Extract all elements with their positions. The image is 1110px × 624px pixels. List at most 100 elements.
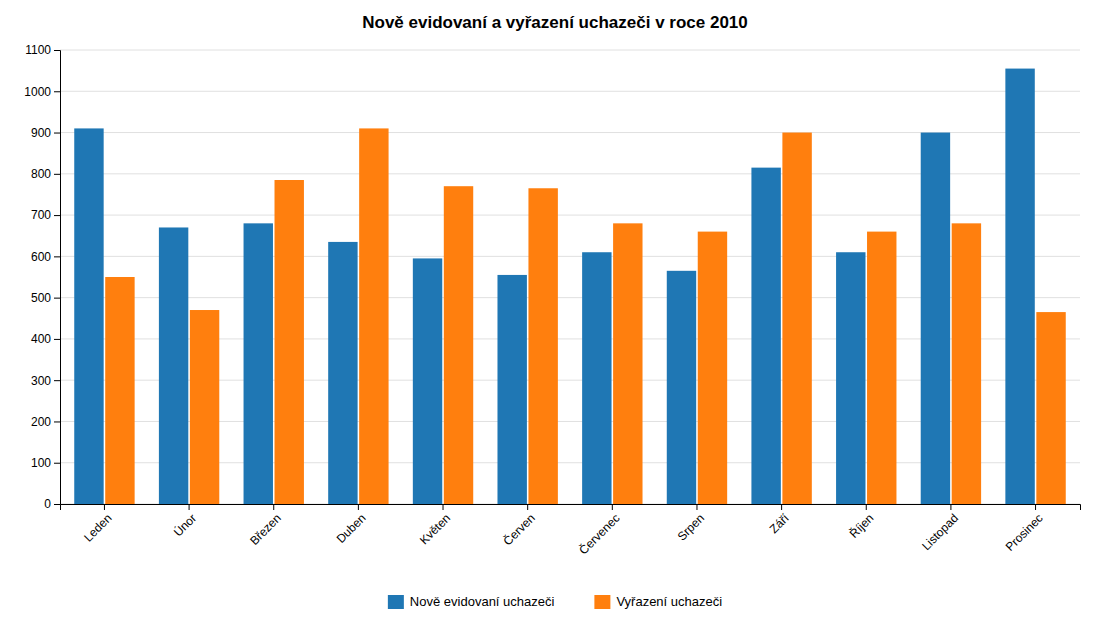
bar bbox=[159, 227, 188, 504]
y-axis-line bbox=[54, 51, 61, 505]
legend-item: Nově evidovaní uchazeči bbox=[388, 594, 555, 609]
y-tick-label: 600 bbox=[31, 250, 51, 264]
bar bbox=[359, 128, 388, 504]
bar bbox=[867, 232, 896, 504]
bar bbox=[582, 252, 611, 504]
bar bbox=[921, 133, 950, 504]
y-tick-mark bbox=[54, 339, 60, 340]
x-tick: Červen bbox=[500, 504, 538, 548]
x-tick-label: Leden bbox=[81, 511, 114, 544]
series bbox=[105, 128, 1066, 504]
grid bbox=[60, 50, 1080, 504]
y-tick-mark bbox=[54, 380, 60, 381]
y-tick-label: 400 bbox=[31, 332, 51, 346]
x-axis-line bbox=[61, 505, 1081, 511]
bar bbox=[667, 271, 696, 504]
chart: Nově evidovaní a vyřazení uchazeči v roc… bbox=[0, 0, 1110, 624]
y-tick: 200 bbox=[31, 415, 60, 429]
y-tick: 1000 bbox=[24, 85, 60, 99]
y-tick-mark bbox=[54, 504, 60, 505]
x-tick-mark bbox=[866, 504, 867, 510]
y-tick: 600 bbox=[31, 250, 60, 264]
y-tick-mark bbox=[54, 421, 60, 422]
x-tick-mark bbox=[612, 504, 613, 510]
x-tick-label: Říjen bbox=[846, 510, 876, 540]
y-tick-label: 200 bbox=[31, 415, 51, 429]
x-tick-mark bbox=[950, 504, 951, 510]
x-axis: Leden Únor Březen Duben Květen Červen Červenec… bbox=[61, 504, 1081, 557]
x-tick: Červenec bbox=[576, 504, 623, 557]
y-tick: 400 bbox=[31, 332, 60, 346]
y-tick-mark bbox=[54, 256, 60, 257]
legend-label: Vyřazení uchazeči bbox=[616, 594, 722, 609]
y-tick-label: 0 bbox=[44, 497, 51, 511]
y-tick-label: 100 bbox=[31, 456, 51, 470]
bars bbox=[74, 69, 1066, 504]
y-tick-mark bbox=[54, 463, 60, 464]
x-tick: Listopad bbox=[919, 504, 961, 553]
y-tick: 500 bbox=[31, 291, 60, 305]
x-tick-mark bbox=[781, 504, 782, 510]
x-tick-label: Prosinec bbox=[1003, 511, 1046, 554]
bar bbox=[952, 223, 981, 504]
grid-line bbox=[60, 91, 1080, 92]
x-tick-label: Červenec bbox=[576, 510, 623, 557]
y-axis: 0 100 200 300 400 500 600 700 800 900 1000 1100 bbox=[24, 43, 60, 511]
x-tick: Leden bbox=[81, 504, 114, 545]
bar bbox=[497, 275, 526, 504]
x-tick: Září bbox=[767, 504, 792, 536]
x-tick: Březen bbox=[247, 504, 284, 548]
x-tick: Květen bbox=[417, 504, 453, 547]
x-tick-label: Červen bbox=[500, 510, 538, 548]
x-tick-label: Květen bbox=[417, 511, 453, 547]
x-tick: Srpen bbox=[675, 504, 708, 544]
x-tick: Duben bbox=[334, 504, 369, 546]
y-tick-mark bbox=[54, 50, 60, 51]
bar bbox=[836, 252, 865, 504]
y-tick: 300 bbox=[31, 374, 60, 388]
y-tick-label: 700 bbox=[31, 208, 51, 222]
legend: Nově evidovaní uchazeči Vyřazení uchazeči bbox=[388, 594, 722, 609]
x-tick-mark bbox=[189, 504, 190, 510]
y-tick: 100 bbox=[31, 456, 60, 470]
grid-line bbox=[60, 50, 1080, 51]
legend-swatch bbox=[388, 595, 404, 609]
bar bbox=[444, 186, 473, 504]
y-tick: 700 bbox=[31, 208, 60, 222]
bar bbox=[698, 232, 727, 504]
y-tick-label: 500 bbox=[31, 291, 51, 305]
y-tick-mark bbox=[54, 298, 60, 299]
y-tick: 1100 bbox=[25, 43, 60, 57]
y-tick-mark bbox=[54, 133, 60, 134]
y-tick-label: 900 bbox=[31, 126, 51, 140]
y-tick-mark bbox=[54, 174, 60, 175]
bar bbox=[105, 277, 134, 504]
legend-swatch bbox=[594, 595, 610, 609]
bar bbox=[1005, 69, 1034, 504]
bar bbox=[328, 242, 357, 504]
x-tick-label: Duben bbox=[334, 511, 369, 546]
bar bbox=[528, 188, 557, 504]
y-tick-mark bbox=[54, 91, 60, 92]
bar bbox=[244, 223, 273, 504]
x-tick-label: Březen bbox=[247, 511, 284, 548]
y-tick: 800 bbox=[31, 167, 60, 181]
x-tick-label: Únor bbox=[170, 510, 199, 539]
x-tick-mark bbox=[1035, 504, 1036, 510]
y-tick-mark bbox=[54, 215, 60, 216]
x-tick-mark bbox=[273, 504, 274, 510]
y-tick-label: 1100 bbox=[25, 43, 51, 57]
x-tick-label: Září bbox=[767, 511, 792, 536]
x-tick-mark bbox=[358, 504, 359, 510]
y-tick-label: 1000 bbox=[24, 85, 51, 99]
legend-item: Vyřazení uchazeči bbox=[594, 594, 722, 609]
x-tick-mark bbox=[527, 504, 528, 510]
y-tick: 900 bbox=[31, 126, 60, 140]
bar bbox=[613, 223, 642, 504]
x-tick: Prosinec bbox=[1003, 504, 1046, 554]
y-tick-label: 300 bbox=[31, 374, 51, 388]
bar bbox=[275, 180, 304, 504]
x-tick-label: Srpen bbox=[675, 511, 708, 544]
x-tick-mark bbox=[696, 504, 697, 510]
bar bbox=[190, 310, 219, 504]
